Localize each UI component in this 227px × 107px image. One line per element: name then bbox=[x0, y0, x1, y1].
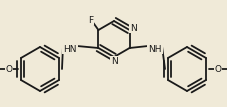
Text: NH: NH bbox=[148, 45, 162, 54]
Text: F: F bbox=[88, 16, 93, 25]
Text: N: N bbox=[111, 56, 117, 65]
Text: N: N bbox=[130, 24, 137, 33]
Text: O: O bbox=[215, 65, 222, 74]
Text: O: O bbox=[5, 65, 12, 74]
Text: HN: HN bbox=[63, 45, 77, 54]
